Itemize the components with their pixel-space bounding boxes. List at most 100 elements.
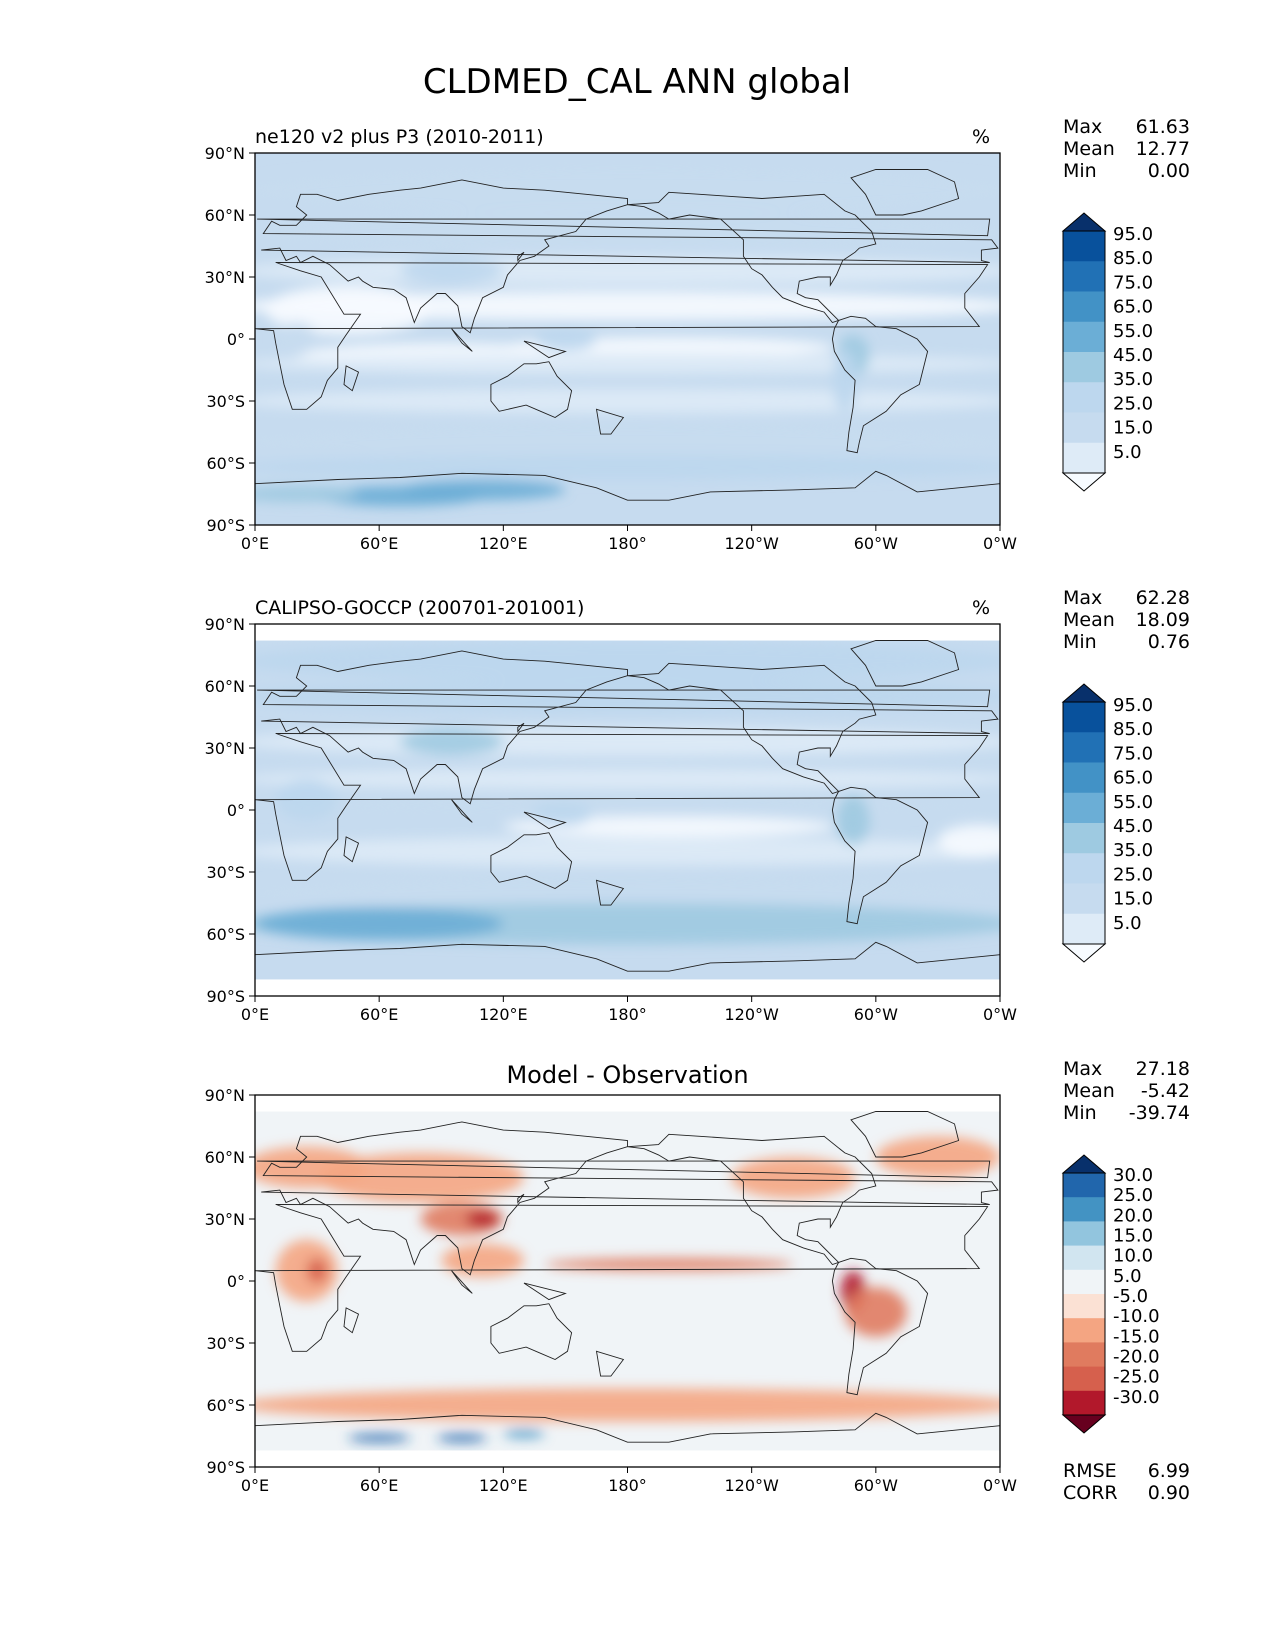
lon-tick-label: 120°E (479, 534, 528, 553)
coastline (451, 799, 473, 823)
map-field (255, 624, 1000, 996)
lon-tick-label: 0°W (983, 534, 1017, 553)
units-label: % (972, 126, 990, 148)
field-contour (399, 479, 566, 501)
coastline (850, 640, 960, 687)
stat-label: Max (1063, 116, 1102, 138)
colorbar-extend-min (1061, 472, 1107, 492)
coastline (523, 340, 567, 359)
lat-tick-label: 30°S (206, 863, 245, 882)
colorbar-tick-label: 5.0 (1113, 1266, 1142, 1287)
colorbar-segment (1063, 883, 1105, 915)
lat-tick-label: 0° (227, 801, 245, 820)
coastline (627, 662, 877, 795)
stat-value: 12.77 (1136, 138, 1190, 160)
field-contour (275, 322, 318, 356)
lon-tick-label: 60°W (854, 1005, 898, 1024)
colorbar-tick-label: 15.0 (1113, 889, 1153, 910)
coastline (343, 836, 360, 863)
field-contour (255, 907, 504, 941)
field-contour (844, 1287, 907, 1337)
figure-title: CLDMED_CAL ANN global (423, 62, 851, 102)
field-contour (265, 285, 431, 335)
field-contour (441, 1243, 525, 1277)
coastline (261, 179, 999, 334)
stat-label: Min (1063, 160, 1097, 182)
no-data-mask (255, 979, 1000, 996)
field-contour (255, 210, 1000, 253)
stat-label: Mean (1063, 1080, 1115, 1102)
lon-tick-label: 0°W (983, 1005, 1017, 1024)
colorbar-tick-label: 65.0 (1113, 768, 1153, 789)
colorbar-segment (1063, 1318, 1105, 1343)
field-contour (255, 454, 1000, 480)
panel-title: CALIPSO-GOCCP (200701-201001) (255, 597, 584, 619)
colorbar-tick-label: 65.0 (1113, 297, 1153, 318)
lon-tick-label: 60°E (360, 1476, 398, 1495)
coastline (490, 361, 573, 419)
field-contour (399, 258, 504, 284)
coastlines (255, 169, 1000, 525)
stat-value: 62.28 (1136, 587, 1190, 609)
colorbar-segment (1063, 913, 1105, 945)
colorbar-frame (1062, 230, 1106, 474)
colorbar-segment (1063, 1366, 1105, 1392)
coastline (451, 1270, 473, 1294)
lon-tick-label: 0°E (241, 534, 269, 553)
colorbar-segment (1063, 291, 1105, 323)
stat-value: -5.42 (1141, 1080, 1190, 1102)
field-contour (534, 326, 597, 352)
field-contour (503, 1429, 545, 1439)
colorbar-segment (1063, 762, 1105, 794)
field-contour (530, 801, 593, 827)
colorbar-tick-label: 30.0 (1113, 1165, 1153, 1186)
lat-tick-label: 60°N (205, 677, 245, 696)
coastline (255, 1412, 1000, 1467)
colorbar-segment (1063, 1342, 1105, 1368)
coastline (595, 1350, 625, 1377)
lat-tick-label: 90°S (206, 987, 245, 1006)
coastline (343, 365, 360, 392)
stat-value: 0.00 (1148, 160, 1190, 182)
coastline (517, 722, 525, 733)
lat-tick-label: 90°N (205, 144, 245, 163)
stat-label: Mean (1063, 138, 1115, 160)
colorbar-extend-min (1061, 1414, 1107, 1434)
field-contour (466, 1210, 500, 1228)
stat-label: Min (1063, 1102, 1097, 1124)
lat-tick-label: 60°S (206, 1396, 245, 1415)
colorbar-tick-label: 5.0 (1113, 442, 1142, 463)
colorbar-segment (1063, 261, 1105, 292)
colorbar-tick-label: 35.0 (1113, 369, 1153, 390)
no-data-mask (255, 624, 1000, 641)
colorbar-segment (1063, 1269, 1105, 1295)
field-contour (317, 1152, 525, 1203)
coastline (257, 689, 991, 708)
coastline (255, 733, 989, 881)
lon-tick-label: 120°W (724, 1476, 779, 1495)
field-contour (255, 421, 1000, 463)
lon-tick-label: 60°E (360, 534, 398, 553)
lat-tick-label: 30°S (206, 1334, 245, 1353)
coastline (517, 1193, 525, 1204)
coastline (831, 1257, 929, 1396)
stat-label: RMSE (1063, 1460, 1117, 1482)
colorbar-segment (1063, 321, 1105, 353)
colorbar-tick-label: -20.0 (1113, 1347, 1160, 1368)
lon-tick-label: 180° (608, 1476, 647, 1495)
colorbar-segment (1063, 732, 1105, 763)
no-data-mask (255, 1450, 1000, 1467)
colorbar-tick-label: 15.0 (1113, 1226, 1153, 1247)
colorbar: 95.0 85.0 75.0 65.0 55.0 45.0 35.0 25.0 15.0 5.0 (1061, 212, 1153, 492)
colorbar-tick-label: 45.0 (1113, 345, 1153, 366)
stat-value: -39.74 (1129, 1102, 1190, 1124)
field-contour (255, 1388, 1000, 1422)
colorbar-segment (1063, 412, 1105, 444)
colorbar-tick-label: 25.0 (1113, 393, 1153, 414)
lat-tick-label: 90°N (205, 1086, 245, 1105)
lat-tick-label: 60°S (206, 925, 245, 944)
lon-tick-label: 60°W (854, 534, 898, 553)
field-contour (255, 353, 1000, 375)
lat-tick-label: 60°N (205, 1148, 245, 1167)
colorbar-frame (1062, 701, 1106, 945)
